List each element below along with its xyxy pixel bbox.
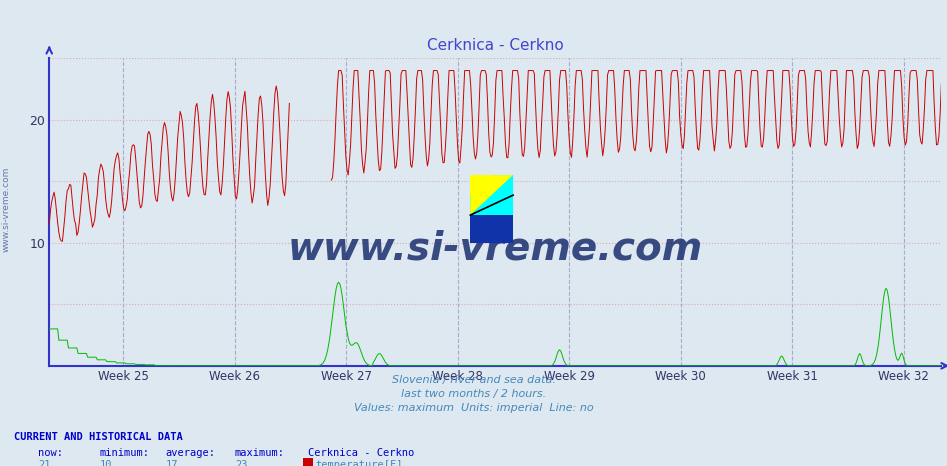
Text: Cerknica - Cerkno: Cerknica - Cerkno [308,448,414,458]
Bar [491,175,513,195]
Text: www.si-vreme.com: www.si-vreme.com [288,230,703,268]
Bar [491,195,513,215]
Text: 17: 17 [166,460,178,466]
Text: www.si-vreme.com: www.si-vreme.com [1,167,10,253]
Bar [471,175,491,195]
Text: now:: now: [38,448,63,458]
Bar [471,195,491,215]
Text: 23: 23 [235,460,247,466]
Text: temperature[F]: temperature[F] [315,460,402,466]
Text: average:: average: [166,448,216,458]
Text: maximum:: maximum: [235,448,285,458]
Polygon shape [471,215,513,243]
Title: Cerknica - Cerkno: Cerknica - Cerkno [427,38,563,53]
Text: last two months / 2 hours.: last two months / 2 hours. [401,389,546,399]
Text: Slovenia / river and sea data.: Slovenia / river and sea data. [391,375,556,385]
Text: CURRENT AND HISTORICAL DATA: CURRENT AND HISTORICAL DATA [14,432,183,442]
Text: minimum:: minimum: [99,448,150,458]
Text: 10: 10 [99,460,112,466]
Polygon shape [471,175,513,215]
Text: Values: maximum  Units: imperial  Line: no: Values: maximum Units: imperial Line: no [353,403,594,413]
Text: 21: 21 [38,460,50,466]
Polygon shape [471,175,513,215]
